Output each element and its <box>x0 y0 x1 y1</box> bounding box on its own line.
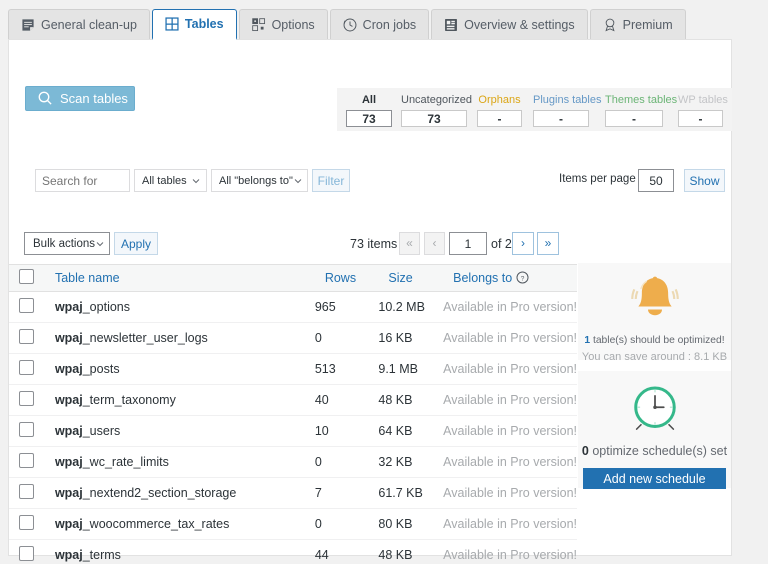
svg-text:?: ? <box>520 275 524 282</box>
